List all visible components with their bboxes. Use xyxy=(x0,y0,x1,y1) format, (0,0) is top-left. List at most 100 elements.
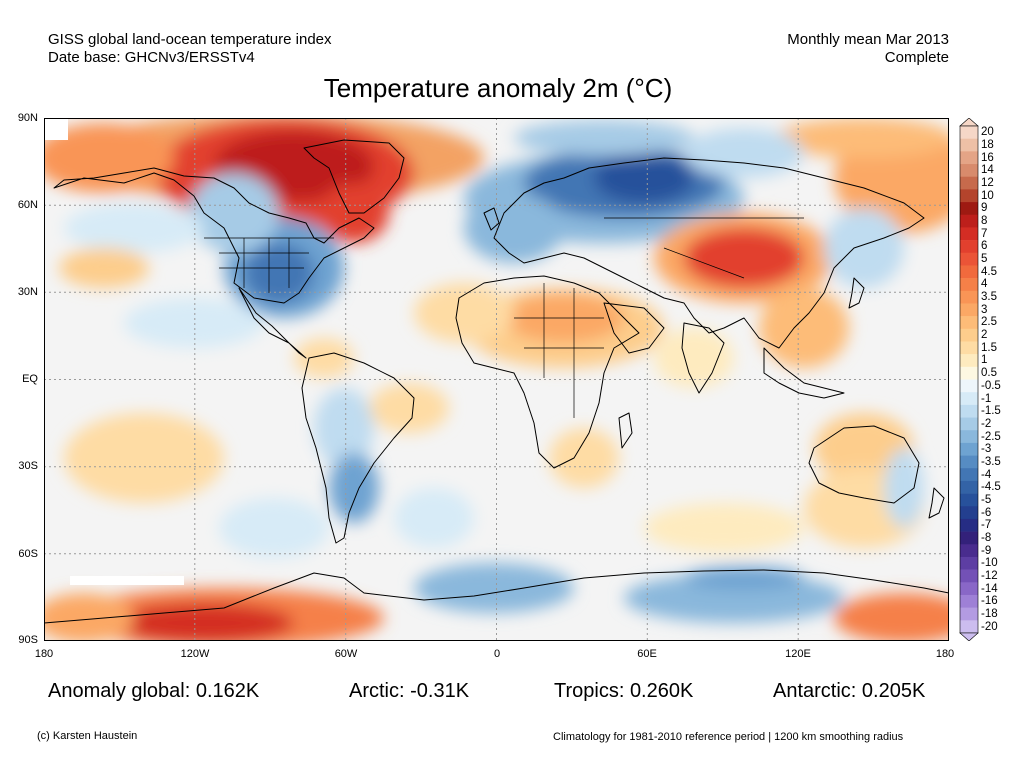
colorbar-tick-label: 9 xyxy=(981,202,988,215)
colorbar-min-arrow xyxy=(959,632,979,641)
colorbar-swatch xyxy=(960,607,978,621)
colorbar-tick-label: -3 xyxy=(981,443,992,456)
colorbar-swatch xyxy=(960,556,978,570)
colorbar-tick-label: 8 xyxy=(981,215,988,228)
colorbar-swatch xyxy=(960,594,978,608)
colorbar-tick-label: 1 xyxy=(981,354,988,367)
colorbar-swatch xyxy=(960,341,978,355)
colorbar-tick-label: -10 xyxy=(981,557,998,570)
colorbar-tick-label: -9 xyxy=(981,544,992,557)
colorbar-tick-label: -8 xyxy=(981,531,992,544)
colorbar-tick-label: -4.5 xyxy=(981,481,1001,494)
colorbar-swatch xyxy=(960,506,978,520)
colorbar-tick-label: -5 xyxy=(981,493,992,506)
database-label: Date base: GHCNv3/ERSSTv4 xyxy=(48,49,255,66)
lat-label: 30S xyxy=(18,460,38,472)
colorbar-swatch xyxy=(960,569,978,583)
colorbar-swatch xyxy=(960,252,978,266)
arctic-anomaly: Arctic: -0.31K xyxy=(349,680,470,702)
country-borders xyxy=(204,217,804,418)
chart-title: Temperature anomaly 2m (°C) xyxy=(323,73,673,103)
colorbar-tick-label: 1.5 xyxy=(981,341,997,354)
colorbar-swatch xyxy=(960,366,978,380)
colorbar-tick-label: 2.5 xyxy=(981,316,997,329)
dataset-title: GISS global land-ocean temperature index xyxy=(48,31,332,48)
colorbar-swatch xyxy=(960,417,978,431)
colorbar-tick-label: 3.5 xyxy=(981,291,997,304)
lat-label: 90N xyxy=(17,112,38,124)
colorbar-tick-label: -14 xyxy=(981,582,998,595)
colorbar-tick-label: 4.5 xyxy=(981,265,997,278)
colorbar-tick-label: 4 xyxy=(981,278,988,291)
colorbar-swatch xyxy=(960,164,978,177)
colorbar-swatch xyxy=(960,620,978,634)
colorbar-tick-label: -2.5 xyxy=(981,430,1001,443)
tropics-anomaly: Tropics: 0.260K xyxy=(554,680,694,702)
colorbar-tick-label: 6 xyxy=(981,240,988,253)
colorbar-swatch xyxy=(960,278,978,292)
colorbar-tick-label: -20 xyxy=(981,620,998,633)
climatology-note: Climatology for 1981-2010 reference peri… xyxy=(553,731,904,743)
colorbar-swatch xyxy=(960,480,978,494)
global-anomaly: Anomaly global: 0.162K xyxy=(48,680,260,702)
colorbar-swatch xyxy=(960,227,978,241)
colorbar-swatch xyxy=(960,176,978,190)
colorbar-tick-label: 14 xyxy=(981,164,994,177)
colorbar-tick-label: 16 xyxy=(981,151,994,164)
colorbar-tick-label: 0.5 xyxy=(981,367,997,380)
missing-data-patch xyxy=(70,576,184,585)
lat-label: 60S xyxy=(18,548,38,560)
antarctic-anomaly: Antarctic: 0.205K xyxy=(773,680,926,702)
colorbar-swatch xyxy=(960,430,978,444)
lat-label: 30N xyxy=(17,286,38,298)
colorbar-tick-label: 12 xyxy=(981,177,994,190)
colorbar-swatch xyxy=(960,518,978,532)
lon-label: 60E xyxy=(637,648,657,660)
colorbar-swatch xyxy=(960,328,978,342)
colorbar-tick-label: -4 xyxy=(981,468,992,481)
colorbar-swatch xyxy=(960,214,978,228)
lon-label: 180 xyxy=(935,648,955,660)
colorbar-swatch xyxy=(960,544,978,558)
colorbar-swatch xyxy=(960,151,978,165)
colorbar-swatch xyxy=(960,303,978,317)
credit: (c) Karsten Haustein xyxy=(37,730,138,742)
lon-label: 60W xyxy=(334,648,358,660)
lon-label: 120E xyxy=(785,648,811,660)
colorbar-swatch xyxy=(960,455,978,469)
colorbar-swatch xyxy=(960,265,978,279)
colorbar-tick-label: -0.5 xyxy=(981,379,1001,392)
colorbar-tick-label: 3 xyxy=(981,303,988,316)
colorbar-tick-label: -3.5 xyxy=(981,455,1001,468)
colorbar-swatch xyxy=(960,316,978,330)
colorbar-tick-label: 7 xyxy=(981,227,988,240)
period-label: Monthly mean Mar 2013 xyxy=(787,31,949,48)
lat-label: 60N xyxy=(17,199,38,211)
colorbar xyxy=(959,118,979,641)
map-frame xyxy=(44,118,949,641)
colorbar-swatch xyxy=(960,240,978,254)
colorbar-swatch xyxy=(960,468,978,482)
colorbar-swatch xyxy=(960,138,978,152)
status-label: Complete xyxy=(884,49,949,66)
colorbar-tick-label: 2 xyxy=(981,329,988,342)
colorbar-swatch xyxy=(960,442,978,456)
colorbar-max-arrow xyxy=(959,118,979,127)
colorbar-swatch xyxy=(960,582,978,596)
colorbar-swatch xyxy=(960,354,978,368)
colorbar-tick-label: -12 xyxy=(981,569,998,582)
lon-label: 120W xyxy=(180,648,210,660)
colorbar-swatch xyxy=(960,493,978,507)
colorbar-tick-label: -1.5 xyxy=(981,405,1001,418)
colorbar-tick-label: -2 xyxy=(981,417,992,430)
lon-label: 180 xyxy=(34,648,54,660)
colorbar-tick-label: -18 xyxy=(981,607,998,620)
anomaly-field xyxy=(44,118,949,641)
missing-data-patch xyxy=(44,118,68,140)
colorbar-tick-label: -7 xyxy=(981,519,992,532)
anomaly-map xyxy=(44,118,949,641)
coastlines xyxy=(44,139,949,624)
colorbar-tick-label: -1 xyxy=(981,392,992,405)
colorbar-swatch xyxy=(960,392,978,406)
colorbar-swatch xyxy=(960,189,978,203)
